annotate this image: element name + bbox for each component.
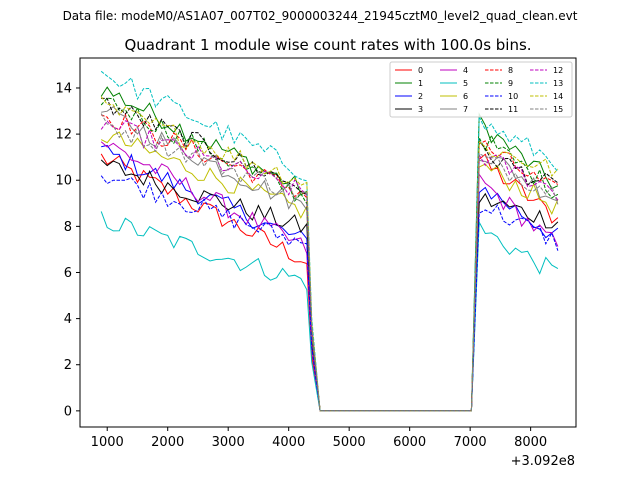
legend-box bbox=[389, 61, 573, 118]
series-line-14 bbox=[100, 96, 559, 412]
x-tick-label: 3000 bbox=[212, 435, 245, 450]
x-tick-label: 8000 bbox=[514, 435, 547, 450]
legend-label-6: 6 bbox=[463, 92, 468, 101]
x-tick-label: 2000 bbox=[151, 435, 184, 450]
series-line-7 bbox=[101, 106, 559, 412]
series-line-5 bbox=[100, 211, 559, 412]
y-tick-label: 12 bbox=[55, 128, 72, 143]
legend-label-14: 14 bbox=[553, 92, 563, 101]
x-tick-label: 6000 bbox=[393, 435, 426, 450]
legend-label-7: 7 bbox=[463, 105, 468, 114]
series-line-11 bbox=[101, 97, 559, 412]
series-line-15 bbox=[100, 113, 559, 412]
chart-title: Quadrant 1 module wise count rates with … bbox=[124, 36, 531, 54]
suptitle: Data file: modeM0/AS1A07_007T02_90000032… bbox=[63, 9, 578, 23]
legend-label-3: 3 bbox=[418, 105, 423, 114]
series-line-6 bbox=[100, 131, 559, 412]
plot-frame bbox=[79, 57, 577, 428]
series-line-4 bbox=[100, 141, 559, 412]
legend-label-0: 0 bbox=[418, 66, 423, 75]
legend-label-13: 13 bbox=[553, 79, 563, 88]
y-tick-label: 2 bbox=[64, 358, 72, 373]
y-tick-label: 14 bbox=[55, 81, 72, 96]
y-tick-label: 8 bbox=[64, 220, 72, 235]
x-tick-label: 5000 bbox=[333, 435, 366, 450]
series-line-0 bbox=[100, 153, 559, 412]
y-axis: 0 2 4 6 8 10 12 14 bbox=[55, 81, 80, 419]
series-line-3 bbox=[100, 159, 559, 412]
legend-label-10: 10 bbox=[508, 92, 518, 101]
y-tick-label: 0 bbox=[64, 404, 72, 419]
x-offset-label: +3.092e8 bbox=[511, 454, 575, 469]
y-tick-label: 4 bbox=[64, 312, 72, 327]
x-tick-label: 1000 bbox=[91, 435, 124, 450]
y-tick-label: 10 bbox=[55, 174, 72, 189]
x-tick-label: 7000 bbox=[454, 435, 487, 450]
series-line-9 bbox=[100, 97, 559, 412]
series-line-2 bbox=[101, 144, 559, 412]
legend-label-1: 1 bbox=[418, 79, 423, 88]
legend-label-12: 12 bbox=[553, 66, 563, 75]
legend-label-5: 5 bbox=[463, 79, 468, 88]
legend-label-8: 8 bbox=[508, 66, 513, 75]
legend-label-15: 15 bbox=[553, 105, 563, 114]
x-tick-label: 4000 bbox=[272, 435, 305, 450]
series-layer bbox=[100, 70, 559, 412]
series-line-13 bbox=[100, 70, 559, 412]
y-tick-label: 6 bbox=[64, 266, 72, 281]
x-axis: 1000 2000 3000 4000 5000 6000 7000 8000 bbox=[91, 427, 547, 450]
legend-label-4: 4 bbox=[463, 66, 468, 75]
series-line-1 bbox=[100, 86, 559, 412]
legend-label-9: 9 bbox=[508, 79, 513, 88]
series-line-10 bbox=[100, 175, 559, 412]
legend-label-2: 2 bbox=[418, 92, 423, 101]
legend-label-11: 11 bbox=[508, 105, 518, 114]
series-line-8 bbox=[101, 112, 559, 412]
